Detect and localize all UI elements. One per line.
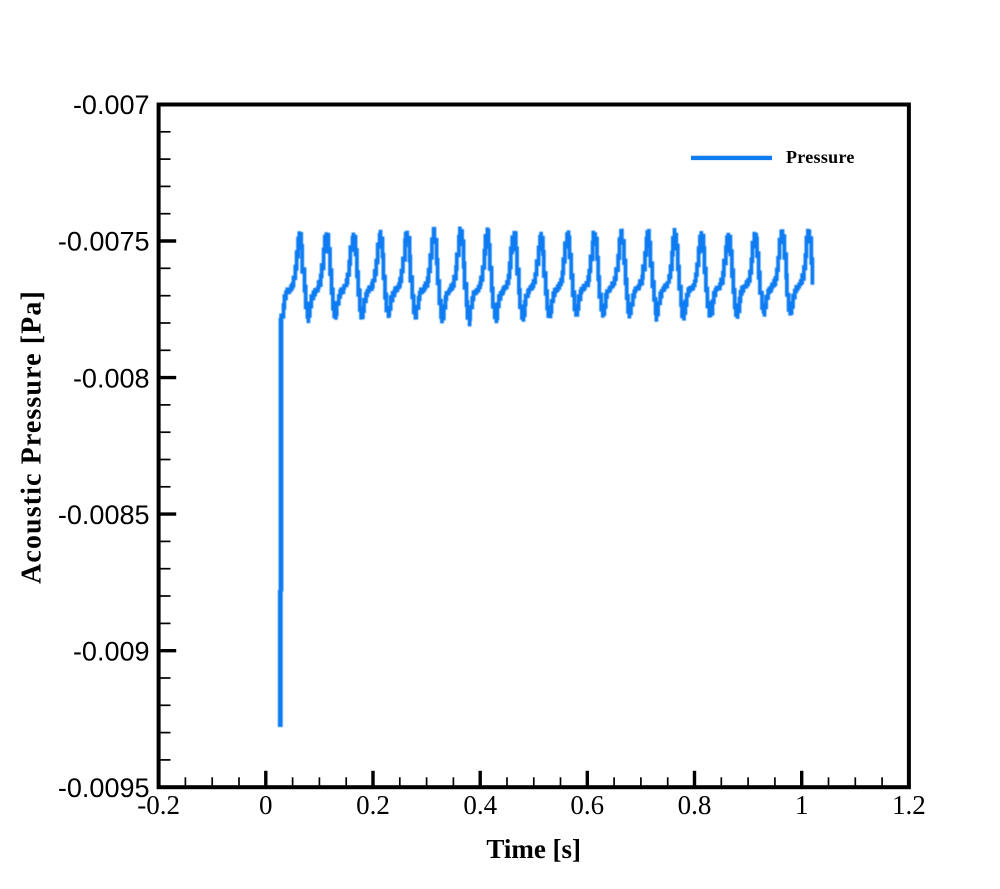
svg-text:-0.0075: -0.0075 xyxy=(58,227,150,257)
svg-text:0.4: 0.4 xyxy=(463,790,497,820)
svg-text:-0.007: -0.007 xyxy=(73,90,150,120)
svg-text:Pressure: Pressure xyxy=(786,147,855,167)
svg-text:0.2: 0.2 xyxy=(356,790,390,820)
svg-text:0: 0 xyxy=(259,790,273,820)
svg-text:1: 1 xyxy=(795,790,809,820)
svg-text:0.8: 0.8 xyxy=(678,790,712,820)
svg-text:-0.2: -0.2 xyxy=(137,790,180,820)
svg-text:-0.0085: -0.0085 xyxy=(58,500,150,530)
svg-text:1.2: 1.2 xyxy=(892,790,926,820)
svg-text:-0.009: -0.009 xyxy=(73,636,150,666)
svg-text:-0.0095: -0.0095 xyxy=(58,773,150,803)
svg-text:Acoustic Pressure [Pa]: Acoustic Pressure [Pa] xyxy=(17,290,48,584)
svg-text:0.6: 0.6 xyxy=(570,790,604,820)
svg-text:-0.008: -0.008 xyxy=(73,363,150,393)
svg-text:Time [s]: Time [s] xyxy=(486,834,581,864)
